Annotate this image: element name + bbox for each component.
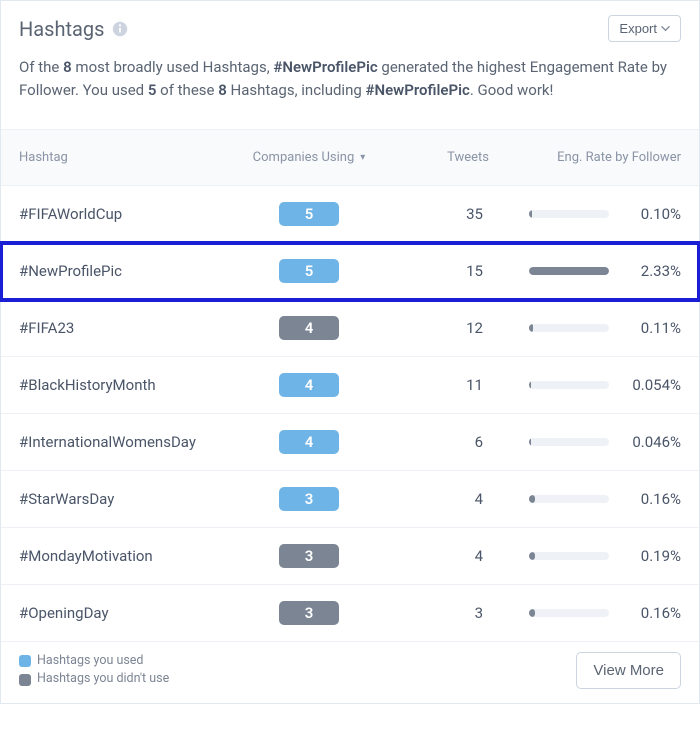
eng-bar-track <box>529 609 609 617</box>
eng-bar-fill <box>529 324 533 332</box>
tweets-cell: 35 <box>379 205 489 223</box>
table-row[interactable]: #InternationalWomensDay 4 6 0.046% <box>1 414 699 471</box>
eng-rate-cell: 0.046% <box>489 433 681 451</box>
table-row[interactable]: #OpeningDay 3 3 0.16% <box>1 585 699 642</box>
tweets-cell: 6 <box>379 433 489 451</box>
companies-pill: 3 <box>279 487 339 511</box>
companies-cell: 4 <box>239 316 379 340</box>
companies-pill: 4 <box>279 373 339 397</box>
eng-bar-track <box>529 438 609 446</box>
tweets-cell: 4 <box>379 490 489 508</box>
legend: Hashtags you used Hashtags you didn't us… <box>19 652 169 690</box>
companies-cell: 3 <box>239 544 379 568</box>
hashtag-cell: #OpeningDay <box>19 604 239 622</box>
eng-bar-track <box>529 324 609 332</box>
eng-bar-fill <box>529 552 535 560</box>
hashtag-cell: #FIFAWorldCup <box>19 205 239 223</box>
companies-cell: 3 <box>239 487 379 511</box>
eng-bar-track <box>529 495 609 503</box>
export-label: Export <box>619 21 657 36</box>
legend-unused: Hashtags you didn't use <box>19 670 169 689</box>
eng-bar-fill <box>529 267 609 275</box>
hashtag-cell: #MondayMotivation <box>19 547 239 565</box>
eng-rate-cell: 0.10% <box>489 205 681 223</box>
table-header: Hashtag Companies Using ▾ Tweets Eng. Ra… <box>1 129 699 186</box>
companies-cell: 5 <box>239 259 379 283</box>
view-more-button[interactable]: View More <box>576 652 681 689</box>
col-companies[interactable]: Companies Using ▾ <box>239 150 379 165</box>
companies-pill: 4 <box>279 316 339 340</box>
tweets-cell: 12 <box>379 319 489 337</box>
tweets-cell: 15 <box>379 262 489 280</box>
panel-title: Hashtags <box>19 17 104 41</box>
table-row[interactable]: #BlackHistoryMonth 4 11 0.054% <box>1 357 699 414</box>
eng-value: 0.046% <box>621 433 681 451</box>
table-body: #FIFAWorldCup 5 35 0.10% #NewProfilePic 5 15 2.… <box>1 186 699 642</box>
eng-bar-track <box>529 210 609 218</box>
panel-header: Hashtags Export <box>1 1 699 52</box>
eng-rate-cell: 0.19% <box>489 547 681 565</box>
tweets-cell: 3 <box>379 604 489 622</box>
col-eng-rate[interactable]: Eng. Rate by Follower <box>489 150 681 165</box>
eng-value: 0.054% <box>621 376 681 394</box>
eng-rate-cell: 2.33% <box>489 262 681 280</box>
panel-footer: Hashtags you used Hashtags you didn't us… <box>1 642 699 704</box>
eng-value: 0.19% <box>621 547 681 565</box>
eng-rate-cell: 0.16% <box>489 490 681 508</box>
summary-text: Of the 8 most broadly used Hashtags, #Ne… <box>1 52 699 129</box>
companies-pill: 5 <box>279 259 339 283</box>
tweets-cell: 4 <box>379 547 489 565</box>
tweets-cell: 11 <box>379 376 489 394</box>
eng-rate-cell: 0.16% <box>489 604 681 622</box>
eng-bar-fill <box>529 438 531 446</box>
hashtag-cell: #NewProfilePic <box>19 262 239 280</box>
eng-bar-track <box>529 552 609 560</box>
table-row[interactable]: #MondayMotivation 3 4 0.19% <box>1 528 699 585</box>
companies-pill: 3 <box>279 601 339 625</box>
companies-pill: 3 <box>279 544 339 568</box>
col-hashtag[interactable]: Hashtag <box>19 150 239 165</box>
eng-bar-fill <box>529 210 532 218</box>
companies-cell: 3 <box>239 601 379 625</box>
table-row[interactable]: #FIFA23 4 12 0.11% <box>1 300 699 357</box>
chevron-down-icon <box>661 24 670 33</box>
legend-swatch-used <box>19 655 31 667</box>
companies-cell: 5 <box>239 202 379 226</box>
eng-value: 0.16% <box>621 604 681 622</box>
legend-used: Hashtags you used <box>19 652 169 671</box>
companies-pill: 5 <box>279 202 339 226</box>
eng-value: 2.33% <box>621 262 681 280</box>
companies-cell: 4 <box>239 430 379 454</box>
hashtag-cell: #FIFA23 <box>19 319 239 337</box>
export-button[interactable]: Export <box>608 15 681 42</box>
eng-rate-cell: 0.11% <box>489 319 681 337</box>
eng-bar-fill <box>529 495 535 503</box>
eng-bar-fill <box>529 609 535 617</box>
table-row[interactable]: #NewProfilePic 5 15 2.33% <box>1 243 699 300</box>
hashtags-panel: Hashtags Export Of the 8 most broadly us… <box>0 0 700 704</box>
title-wrap: Hashtags <box>19 17 128 41</box>
companies-pill: 4 <box>279 430 339 454</box>
eng-value: 0.16% <box>621 490 681 508</box>
eng-value: 0.11% <box>621 319 681 337</box>
eng-bar-track <box>529 381 609 389</box>
hashtag-cell: #BlackHistoryMonth <box>19 376 239 394</box>
companies-cell: 4 <box>239 373 379 397</box>
eng-bar-track <box>529 267 609 275</box>
table-row[interactable]: #StarWarsDay 3 4 0.16% <box>1 471 699 528</box>
eng-rate-cell: 0.054% <box>489 376 681 394</box>
eng-value: 0.10% <box>621 205 681 223</box>
eng-bar-fill <box>529 381 531 389</box>
hashtag-cell: #InternationalWomensDay <box>19 433 239 451</box>
col-tweets[interactable]: Tweets <box>379 150 489 165</box>
info-icon[interactable] <box>112 21 128 37</box>
table-row[interactable]: #FIFAWorldCup 5 35 0.10% <box>1 186 699 243</box>
legend-swatch-unused <box>19 674 31 686</box>
hashtag-cell: #StarWarsDay <box>19 490 239 508</box>
sort-caret-icon: ▾ <box>360 152 365 163</box>
